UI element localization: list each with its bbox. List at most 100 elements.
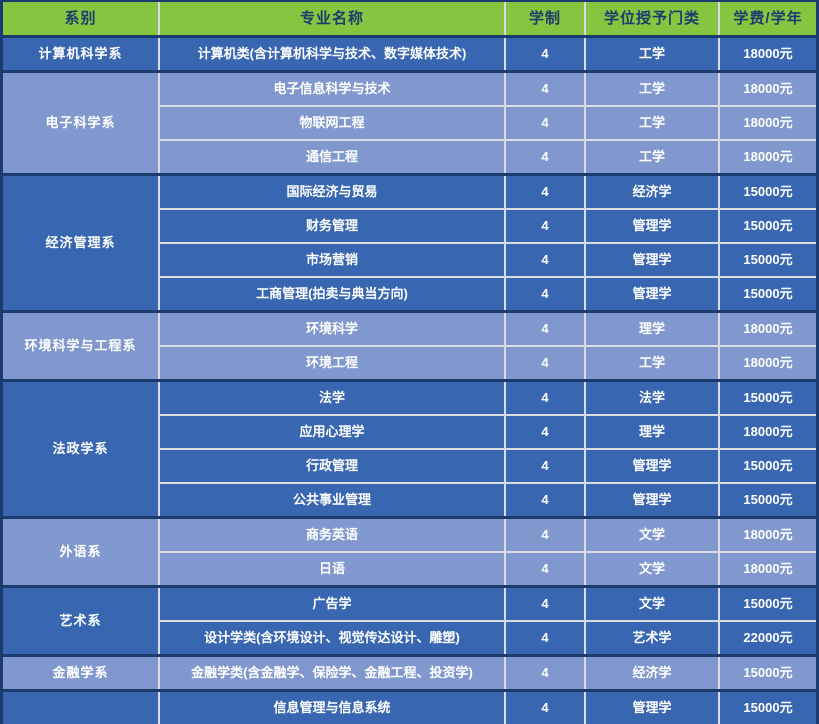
table-header-row: 系别 专业名称 学制 学位授予门类 学费/学年: [3, 2, 816, 35]
major-fee-cell: 15000元: [720, 657, 816, 689]
major-years-cell: 4: [506, 484, 584, 516]
major-degree-cell: 法学: [586, 382, 718, 414]
major-degree-cell: 管理学: [586, 484, 718, 516]
major-fee-cell: 18000元: [720, 141, 816, 173]
major-fee-cell: 18000元: [720, 553, 816, 585]
department-section: 金融学系 金融学类(含金融学、保险学、金融工程、投资学) 4 经济学 15000元: [3, 657, 816, 689]
major-years-cell: 4: [506, 73, 584, 105]
department-section: 法政学系 法学 4 法学 15000元 应用心理学 4 理学 18000元 行政管理 4 管理学 150…: [3, 382, 816, 516]
major-name-cell: 电子信息科学与技术: [160, 73, 504, 105]
major-years-cell: 4: [506, 692, 584, 724]
major-degree-cell: 文学: [586, 519, 718, 551]
major-degree-cell: 管理学: [586, 692, 718, 724]
major-fee-cell: 18000元: [720, 107, 816, 139]
major-years-cell: 4: [506, 313, 584, 345]
major-fee-cell: 18000元: [720, 519, 816, 551]
major-fee-cell: 15000元: [720, 692, 816, 724]
header-cell-duration: 学制: [506, 2, 584, 35]
major-fee-cell: 15000元: [720, 278, 816, 310]
department-section: 环境科学与工程系 环境科学 4 理学 18000元 环境工程 4 工学 18000元: [3, 313, 816, 379]
department-section: 计算机科学系 计算机类(含计算机科学与技术、数字媒体技术) 4 工学 18000元: [3, 38, 816, 70]
major-degree-cell: 理学: [586, 313, 718, 345]
major-degree-cell: 经济学: [586, 657, 718, 689]
major-degree-cell: 文学: [586, 588, 718, 620]
major-degree-cell: 工学: [586, 107, 718, 139]
major-name-cell: 信息管理与信息系统: [160, 692, 504, 724]
major-years-cell: 4: [506, 416, 584, 448]
major-fee-cell: 18000元: [720, 313, 816, 345]
major-name-cell: 应用心理学: [160, 416, 504, 448]
major-name-cell: 环境工程: [160, 347, 504, 379]
major-name-cell: 行政管理: [160, 450, 504, 482]
major-name-cell: 广告学: [160, 588, 504, 620]
major-name-cell: 工商管理(拍卖与典当方向): [160, 278, 504, 310]
major-fee-cell: 15000元: [720, 244, 816, 276]
major-degree-cell: 管理学: [586, 450, 718, 482]
header-cell-tuition: 学费/学年: [720, 2, 816, 35]
major-fee-cell: 18000元: [720, 73, 816, 105]
department-section: 外语系 商务英语 4 文学 18000元 日语 4 文学 18000元: [3, 519, 816, 585]
major-degree-cell: 管理学: [586, 278, 718, 310]
major-years-cell: 4: [506, 382, 584, 414]
header-cell-department: 系别: [3, 2, 158, 35]
major-name-cell: 公共事业管理: [160, 484, 504, 516]
major-degree-cell: 工学: [586, 73, 718, 105]
major-years-cell: 4: [506, 347, 584, 379]
major-name-cell: 财务管理: [160, 210, 504, 242]
major-years-cell: 4: [506, 657, 584, 689]
table-body: 计算机科学系 计算机类(含计算机科学与技术、数字媒体技术) 4 工学 18000元 电子科…: [3, 38, 816, 724]
major-fee-cell: 15000元: [720, 450, 816, 482]
department-cell: 外语系: [3, 519, 158, 585]
major-name-cell: 计算机类(含计算机科学与技术、数字媒体技术): [160, 38, 504, 70]
major-years-cell: 4: [506, 588, 584, 620]
major-name-cell: 市场营销: [160, 244, 504, 276]
major-name-cell: 物联网工程: [160, 107, 504, 139]
department-section: 电子科学系 电子信息科学与技术 4 工学 18000元 物联网工程 4 工学 18000元 通信工…: [3, 73, 816, 173]
department-cell: 计算机科学系: [3, 38, 158, 70]
major-degree-cell: 文学: [586, 553, 718, 585]
department-cell: 电子科学系: [3, 73, 158, 173]
major-fee-cell: 15000元: [720, 588, 816, 620]
department-cell: [3, 692, 158, 724]
major-fee-cell: 18000元: [720, 347, 816, 379]
header-cell-degree-type: 学位授予门类: [586, 2, 718, 35]
major-degree-cell: 理学: [586, 416, 718, 448]
department-cell: 环境科学与工程系: [3, 313, 158, 379]
department-cell: 金融学系: [3, 657, 158, 689]
major-years-cell: 4: [506, 553, 584, 585]
major-name-cell: 通信工程: [160, 141, 504, 173]
header-cell-major-name: 专业名称: [160, 2, 504, 35]
major-name-cell: 国际经济与贸易: [160, 176, 504, 208]
major-name-cell: 设计学类(含环境设计、视觉传达设计、雕塑): [160, 622, 504, 654]
major-years-cell: 4: [506, 519, 584, 551]
major-years-cell: 4: [506, 244, 584, 276]
major-degree-cell: 管理学: [586, 210, 718, 242]
major-years-cell: 4: [506, 141, 584, 173]
department-cell: 经济管理系: [3, 176, 158, 310]
major-years-cell: 4: [506, 210, 584, 242]
department-section: 经济管理系 国际经济与贸易 4 经济学 15000元 财务管理 4 管理学 15000元 市场营销…: [3, 176, 816, 310]
major-degree-cell: 工学: [586, 347, 718, 379]
major-degree-cell: 艺术学: [586, 622, 718, 654]
major-fee-cell: 15000元: [720, 210, 816, 242]
department-cell: 艺术系: [3, 588, 158, 654]
major-name-cell: 商务英语: [160, 519, 504, 551]
department-cell: 法政学系: [3, 382, 158, 516]
major-fee-cell: 15000元: [720, 484, 816, 516]
major-years-cell: 4: [506, 278, 584, 310]
major-degree-cell: 工学: [586, 141, 718, 173]
major-fee-cell: 15000元: [720, 382, 816, 414]
major-name-cell: 日语: [160, 553, 504, 585]
major-fee-cell: 18000元: [720, 416, 816, 448]
major-fee-cell: 15000元: [720, 176, 816, 208]
major-name-cell: 法学: [160, 382, 504, 414]
department-section: 艺术系 广告学 4 文学 15000元设计学类(含环境设计、视觉传达设计、雕塑) 4 艺术学…: [3, 588, 816, 654]
major-fee-cell: 22000元: [720, 622, 816, 654]
major-years-cell: 4: [506, 622, 584, 654]
department-section: 信息管理与信息系统 4 管理学 15000元: [3, 692, 816, 724]
major-name-cell: 金融学类(含金融学、保险学、金融工程、投资学): [160, 657, 504, 689]
major-years-cell: 4: [506, 38, 584, 70]
major-years-cell: 4: [506, 450, 584, 482]
major-years-cell: 4: [506, 107, 584, 139]
